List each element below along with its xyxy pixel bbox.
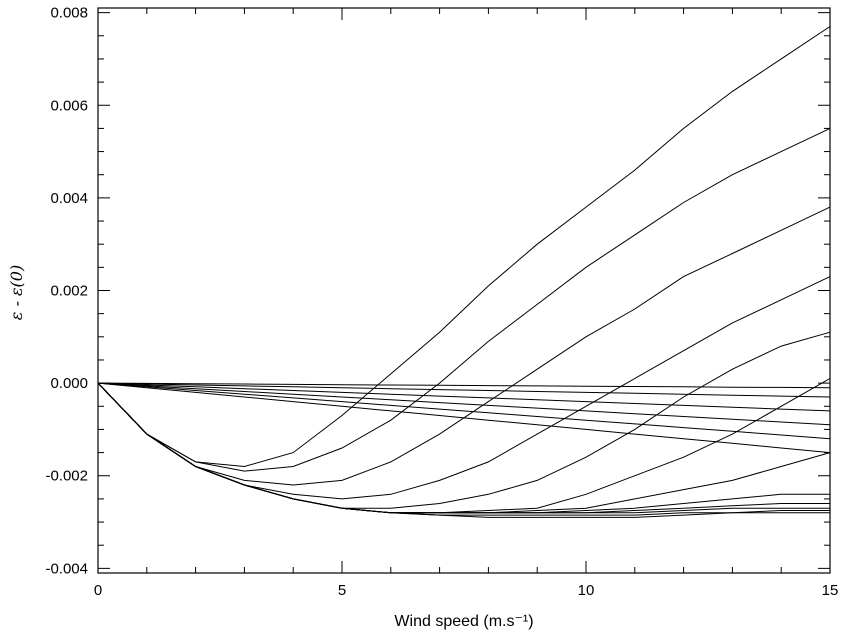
series-line-13 <box>98 383 830 453</box>
y-tick-label: 0.006 <box>50 97 88 114</box>
series-line-5 <box>98 383 830 513</box>
series-line-11 <box>98 128 830 471</box>
series-line-1 <box>98 383 830 517</box>
series-lines <box>98 27 830 518</box>
series-line-7 <box>98 379 830 513</box>
series-line-6 <box>98 383 830 513</box>
x-tick-label: 0 <box>94 582 102 599</box>
y-tick-label: 0.008 <box>50 5 88 22</box>
y-tick-label: 0.004 <box>50 190 88 207</box>
series-line-8 <box>98 332 830 508</box>
plot-frame <box>98 8 830 573</box>
x-tick-label: 10 <box>578 582 595 599</box>
series-line-3 <box>98 383 830 513</box>
y-tick-label: 0.002 <box>50 283 88 300</box>
series-line-15 <box>98 383 830 425</box>
x-tick-label: 5 <box>338 582 346 599</box>
y-axis-title: ε - ε(0) <box>7 265 26 320</box>
x-tick-label: 15 <box>822 582 839 599</box>
series-line-2 <box>98 383 830 515</box>
y-axis: -0.004 -0.002 0.000 0.002 0.004 0.006 0.008 <box>45 5 830 578</box>
y-tick-label: 0.000 <box>50 375 88 392</box>
y-tick-label: -0.004 <box>45 560 88 577</box>
x-axis-title: Wind speed (m.s⁻¹) <box>394 613 533 630</box>
y-tick-label: -0.002 <box>45 468 88 485</box>
series-line-4 <box>98 383 830 513</box>
series-line-12 <box>98 27 830 467</box>
series-line-14 <box>98 383 830 439</box>
series-line-10 <box>98 207 830 485</box>
x-axis: 0 5 10 15 <box>94 8 839 599</box>
